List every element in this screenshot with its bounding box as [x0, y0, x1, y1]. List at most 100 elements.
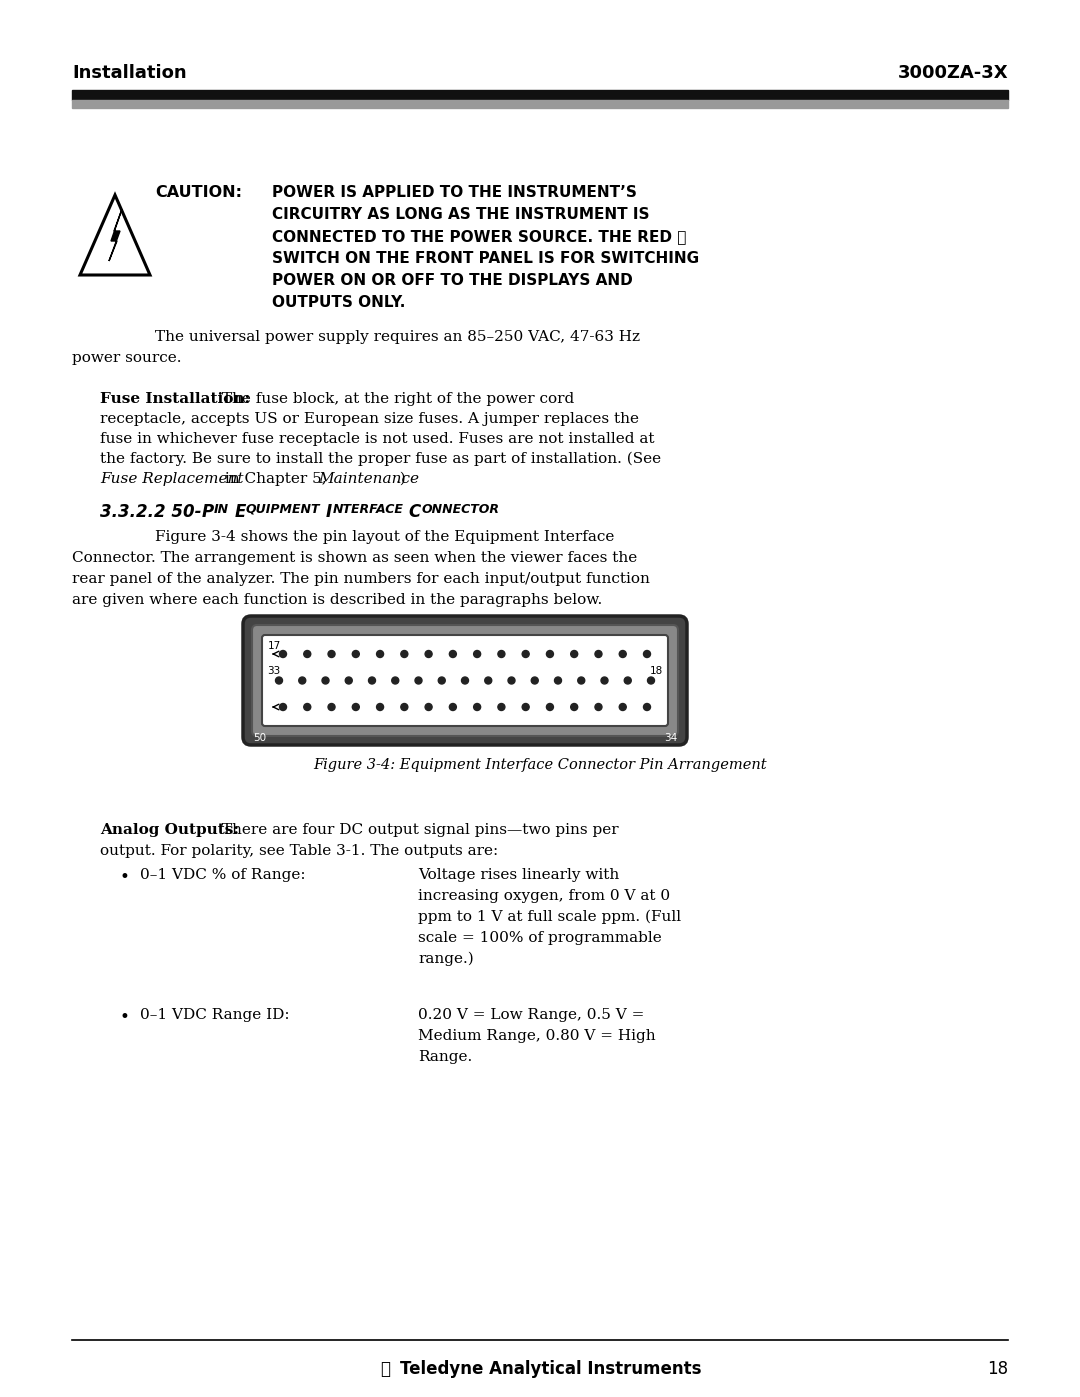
- Circle shape: [449, 704, 457, 711]
- Circle shape: [401, 651, 408, 658]
- Text: ppm to 1 V at full scale ppm. (Full: ppm to 1 V at full scale ppm. (Full: [418, 909, 681, 925]
- Text: Range.: Range.: [418, 1051, 472, 1065]
- Text: Fuse Installation:: Fuse Installation:: [100, 393, 251, 407]
- Circle shape: [461, 678, 469, 685]
- Circle shape: [508, 678, 515, 685]
- Text: ONNECTOR: ONNECTOR: [421, 503, 499, 515]
- Circle shape: [346, 678, 352, 685]
- Text: C: C: [409, 503, 421, 521]
- Text: I: I: [326, 503, 333, 521]
- Bar: [72, 89, 1008, 101]
- Circle shape: [485, 678, 491, 685]
- Circle shape: [546, 704, 553, 711]
- Text: CONNECTED TO THE POWER SOURCE. THE RED Ⓜ: CONNECTED TO THE POWER SOURCE. THE RED Ⓜ: [272, 229, 687, 244]
- Text: •: •: [120, 1009, 130, 1025]
- Circle shape: [531, 678, 538, 685]
- Circle shape: [644, 651, 650, 658]
- Text: There are four DC output signal pins—two pins per: There are four DC output signal pins—two…: [217, 823, 619, 837]
- Text: SWITCH ON THE FRONT PANEL IS FOR SWITCHING: SWITCH ON THE FRONT PANEL IS FOR SWITCHI…: [272, 251, 699, 265]
- Text: Analog Outputs:: Analog Outputs:: [100, 823, 239, 837]
- Circle shape: [570, 651, 578, 658]
- Text: 17: 17: [268, 641, 281, 651]
- Circle shape: [426, 651, 432, 658]
- Circle shape: [498, 704, 504, 711]
- Text: Maintenance: Maintenance: [318, 472, 419, 486]
- Text: Teledyne Analytical Instruments: Teledyne Analytical Instruments: [400, 1361, 702, 1377]
- Text: 18: 18: [987, 1361, 1008, 1377]
- Text: Voltage rises linearly with: Voltage rises linearly with: [418, 868, 619, 882]
- Circle shape: [377, 704, 383, 711]
- Text: .): .): [396, 472, 407, 486]
- Text: receptacle, accepts US or European size fuses. A jumper replaces the: receptacle, accepts US or European size …: [100, 412, 639, 426]
- Circle shape: [377, 651, 383, 658]
- Circle shape: [438, 678, 445, 685]
- Text: Installation: Installation: [72, 64, 187, 82]
- Text: Figure 3-4: Equipment Interface Connector Pin Arrangement: Figure 3-4: Equipment Interface Connecto…: [313, 759, 767, 773]
- Text: power source.: power source.: [72, 351, 181, 365]
- Text: 3.3.2.2 50-: 3.3.2.2 50-: [100, 503, 202, 521]
- Text: CAUTION:: CAUTION:: [156, 184, 242, 200]
- Text: Medium Range, 0.80 V = High: Medium Range, 0.80 V = High: [418, 1030, 656, 1044]
- Text: 34: 34: [664, 733, 677, 743]
- Text: Connector. The arrangement is shown as seen when the viewer faces the: Connector. The arrangement is shown as s…: [72, 550, 637, 564]
- FancyBboxPatch shape: [243, 616, 687, 745]
- Text: output. For polarity, see Table 3-1. The outputs are:: output. For polarity, see Table 3-1. The…: [100, 844, 498, 858]
- Text: NTERFACE: NTERFACE: [333, 503, 403, 515]
- Circle shape: [415, 678, 422, 685]
- Circle shape: [392, 678, 399, 685]
- Circle shape: [280, 704, 286, 711]
- Text: are given where each function is described in the paragraphs below.: are given where each function is describ…: [72, 592, 603, 608]
- Circle shape: [595, 651, 602, 658]
- Circle shape: [554, 678, 562, 685]
- Text: IN: IN: [214, 503, 229, 515]
- Circle shape: [352, 704, 360, 711]
- Text: scale = 100% of programmable: scale = 100% of programmable: [418, 930, 662, 944]
- Text: 0–1 VDC Range ID:: 0–1 VDC Range ID:: [140, 1009, 289, 1023]
- Text: in Chapter 5,: in Chapter 5,: [220, 472, 332, 486]
- Circle shape: [648, 678, 654, 685]
- Circle shape: [570, 704, 578, 711]
- Text: 50: 50: [253, 733, 266, 743]
- Circle shape: [280, 651, 286, 658]
- Text: 33: 33: [267, 666, 280, 676]
- Text: 18: 18: [650, 666, 663, 676]
- Text: P: P: [202, 503, 214, 521]
- Text: 3000ZA-3X: 3000ZA-3X: [897, 64, 1008, 82]
- Circle shape: [644, 704, 650, 711]
- Circle shape: [449, 651, 457, 658]
- Polygon shape: [109, 210, 122, 261]
- Text: QUIPMENT: QUIPMENT: [246, 503, 321, 515]
- Circle shape: [275, 678, 283, 685]
- Text: increasing oxygen, from 0 V at 0: increasing oxygen, from 0 V at 0: [418, 888, 670, 902]
- Text: POWER ON OR OFF TO THE DISPLAYS AND: POWER ON OR OFF TO THE DISPLAYS AND: [272, 272, 633, 288]
- Circle shape: [522, 651, 529, 658]
- Circle shape: [474, 651, 481, 658]
- Circle shape: [522, 704, 529, 711]
- Text: 0.20 V = Low Range, 0.5 V =: 0.20 V = Low Range, 0.5 V =: [418, 1009, 645, 1023]
- Circle shape: [578, 678, 584, 685]
- Text: 0–1 VDC % of Range:: 0–1 VDC % of Range:: [140, 868, 306, 882]
- Text: Figure 3-4 shows the pin layout of the Equipment Interface: Figure 3-4 shows the pin layout of the E…: [156, 529, 615, 543]
- Text: range.): range.): [418, 951, 474, 967]
- Text: The fuse block, at the right of the power cord: The fuse block, at the right of the powe…: [217, 393, 575, 407]
- Circle shape: [328, 704, 335, 711]
- Circle shape: [426, 704, 432, 711]
- Text: E: E: [234, 503, 246, 521]
- FancyBboxPatch shape: [252, 624, 678, 736]
- Text: Fuse Replacement: Fuse Replacement: [100, 472, 243, 486]
- Text: •: •: [120, 868, 130, 886]
- Circle shape: [595, 704, 602, 711]
- Circle shape: [299, 678, 306, 685]
- Circle shape: [322, 678, 329, 685]
- Circle shape: [474, 704, 481, 711]
- Circle shape: [401, 704, 408, 711]
- Text: ⮧: ⮧: [380, 1361, 390, 1377]
- Circle shape: [600, 678, 608, 685]
- Circle shape: [328, 651, 335, 658]
- Circle shape: [352, 651, 360, 658]
- Text: CIRCUITRY AS LONG AS THE INSTRUMENT IS: CIRCUITRY AS LONG AS THE INSTRUMENT IS: [272, 207, 649, 222]
- Circle shape: [624, 678, 631, 685]
- Text: The universal power supply requires an 85–250 VAC, 47-63 Hz: The universal power supply requires an 8…: [156, 330, 640, 344]
- Circle shape: [303, 704, 311, 711]
- FancyBboxPatch shape: [262, 636, 669, 726]
